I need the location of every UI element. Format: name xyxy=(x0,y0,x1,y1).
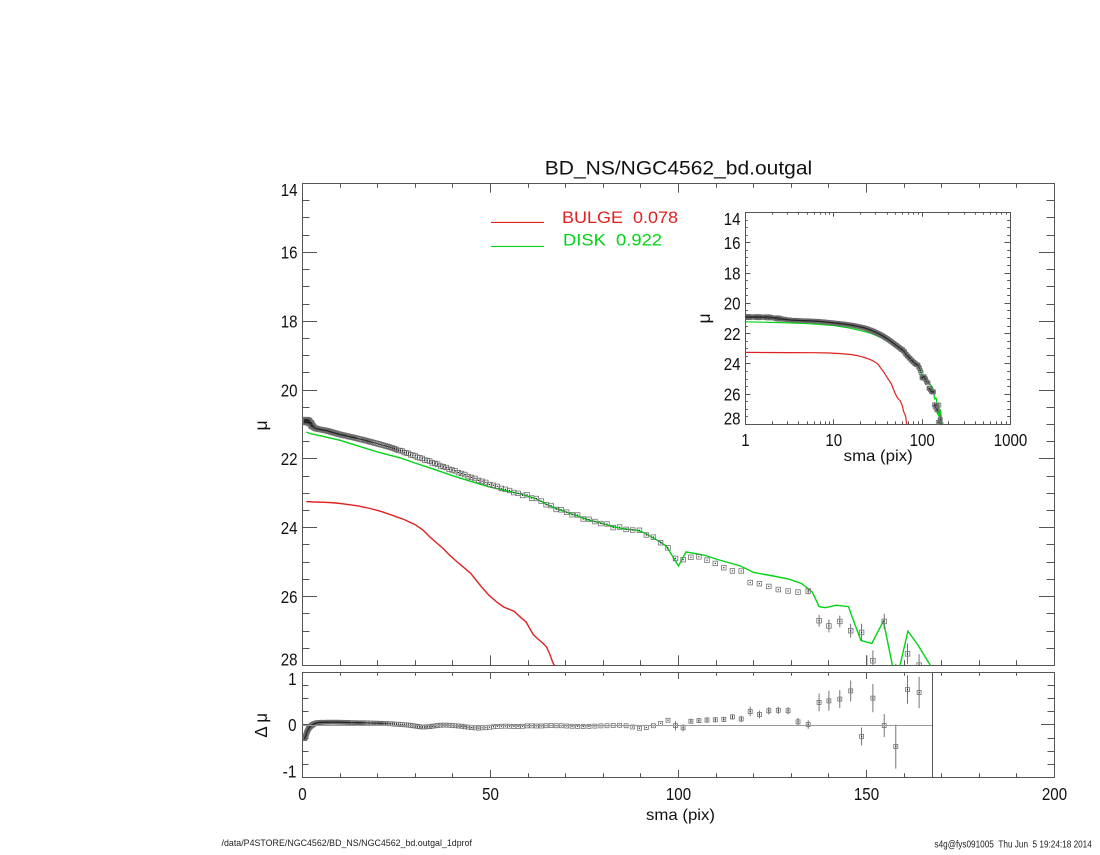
svg-text:BD_NS/NGC4562_bd.outgal: BD_NS/NGC4562_bd.outgal xyxy=(545,159,812,180)
svg-text:μ: μ xyxy=(251,420,271,430)
svg-text:0: 0 xyxy=(298,784,307,804)
svg-text:1: 1 xyxy=(288,669,296,689)
svg-text:50: 50 xyxy=(482,784,499,804)
svg-text:18: 18 xyxy=(724,263,741,283)
svg-text:26: 26 xyxy=(724,384,741,404)
svg-text:1: 1 xyxy=(741,430,749,450)
svg-text:0: 0 xyxy=(288,715,297,735)
svg-text:28: 28 xyxy=(281,650,298,670)
svg-text:20: 20 xyxy=(724,294,741,314)
svg-text:150: 150 xyxy=(854,784,879,804)
svg-text:100: 100 xyxy=(666,784,691,804)
svg-text:28: 28 xyxy=(724,409,741,429)
svg-text:-1: -1 xyxy=(283,762,297,782)
svg-text:24: 24 xyxy=(724,354,741,374)
svg-text:18: 18 xyxy=(281,311,298,331)
svg-text:26: 26 xyxy=(281,587,298,607)
svg-text:22: 22 xyxy=(724,324,741,344)
svg-text:/data/P4STORE/NGC4562/BD_NS/NG: /data/P4STORE/NGC4562/BD_NS/NGC4562_bd.o… xyxy=(222,838,473,848)
svg-text:BULGE 0.078: BULGE 0.078 xyxy=(562,209,678,227)
svg-text:10: 10 xyxy=(825,430,842,450)
svg-text:μ: μ xyxy=(694,313,714,323)
svg-text:sma (pix): sma (pix) xyxy=(844,448,913,465)
svg-text:100: 100 xyxy=(910,430,935,450)
svg-text:22: 22 xyxy=(281,449,298,469)
svg-text:24: 24 xyxy=(281,518,298,538)
svg-text:s4g@fys091005 Thu Jun 5 19:2: s4g@fys091005 Thu Jun 5 19:24:18 2014 xyxy=(935,840,1093,850)
svg-text:1000: 1000 xyxy=(994,430,1028,450)
svg-text:14: 14 xyxy=(281,180,298,200)
svg-text:DISK 0.922: DISK 0.922 xyxy=(563,232,662,250)
svg-text:16: 16 xyxy=(724,233,741,253)
svg-text:20: 20 xyxy=(281,380,298,400)
svg-text:200: 200 xyxy=(1042,784,1067,804)
svg-text:14: 14 xyxy=(724,209,741,229)
svg-text:Δ μ: Δ μ xyxy=(251,713,271,738)
svg-text:16: 16 xyxy=(281,243,298,263)
svg-text:sma (pix): sma (pix) xyxy=(646,807,715,824)
